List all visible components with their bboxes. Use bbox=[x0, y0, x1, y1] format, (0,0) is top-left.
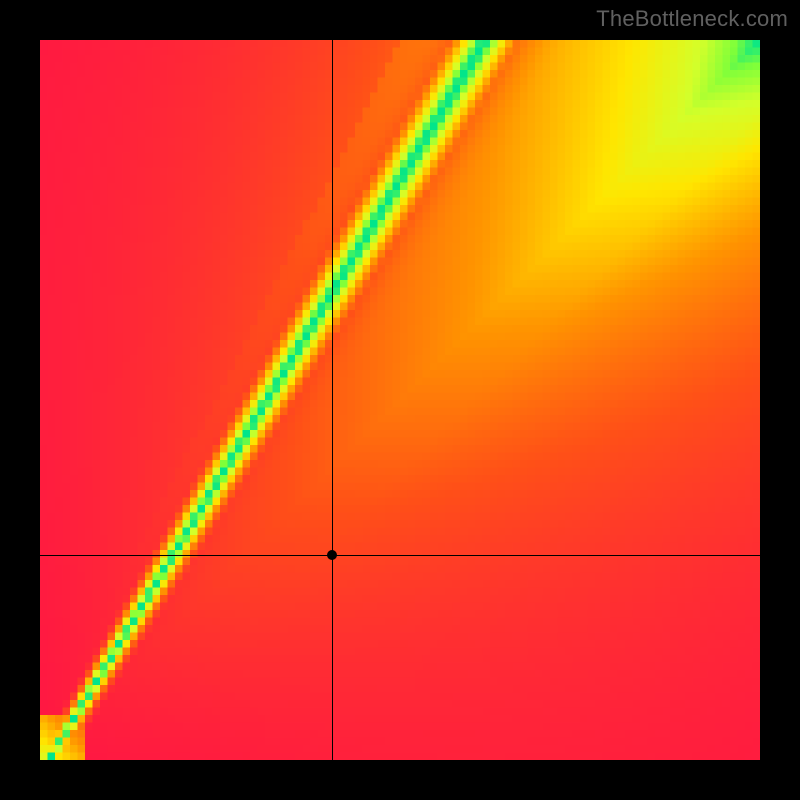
crosshair-horizontal bbox=[40, 555, 760, 556]
heatmap-canvas bbox=[40, 40, 760, 760]
chart-container: TheBottleneck.com bbox=[0, 0, 800, 800]
crosshair-vertical bbox=[332, 40, 333, 760]
watermark-label: TheBottleneck.com bbox=[596, 6, 788, 32]
crosshair-marker bbox=[327, 550, 337, 560]
plot-area bbox=[40, 40, 760, 760]
